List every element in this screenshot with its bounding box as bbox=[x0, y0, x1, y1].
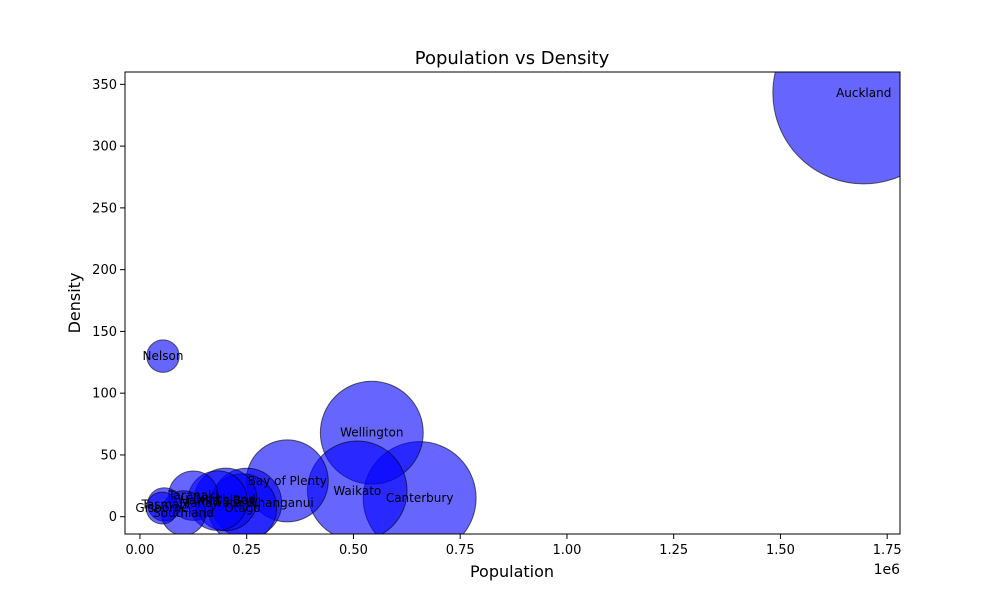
point-label: Canterbury bbox=[386, 491, 454, 505]
y-tick-label: 150 bbox=[92, 325, 117, 340]
x-tick-label: 0.50 bbox=[339, 543, 368, 558]
y-tick-label: 350 bbox=[92, 78, 117, 93]
point-label: Manawatu-Whanganui bbox=[180, 496, 314, 510]
x-tick-label: 1.75 bbox=[873, 543, 902, 558]
point-label: Bay of Plenty bbox=[248, 474, 327, 488]
chart-title: Population vs Density bbox=[415, 48, 610, 69]
y-axis-label: Density bbox=[65, 273, 84, 334]
point-label: Otago bbox=[224, 501, 260, 515]
point-label: Hawke's Bay bbox=[180, 494, 256, 508]
point-label: Wellington bbox=[340, 426, 403, 440]
point-label: Tasman bbox=[140, 497, 187, 511]
x-tick-label: 0.25 bbox=[232, 543, 261, 558]
bubble-layer bbox=[145, 72, 900, 534]
x-tick-label: 0.75 bbox=[446, 543, 475, 558]
point-label: Gisborne bbox=[135, 501, 189, 515]
y-tick-label: 200 bbox=[92, 263, 117, 278]
y-tick-label: 100 bbox=[92, 387, 117, 402]
point-label: Auckland bbox=[836, 86, 891, 100]
bubble-auckland bbox=[772, 72, 900, 185]
x-axis-offset-label: 1e6 bbox=[874, 562, 901, 578]
x-tick-label: 0.00 bbox=[125, 543, 154, 558]
x-tick-label: 1.50 bbox=[766, 543, 795, 558]
point-label: Northland bbox=[196, 492, 255, 506]
point-label: Southland bbox=[153, 506, 214, 520]
bubble-nelson bbox=[146, 339, 180, 373]
point-label: Waikato bbox=[333, 484, 381, 498]
y-axis: 0 50 100 150 200 250 300 350 bbox=[92, 78, 125, 525]
x-tick-label: 1.00 bbox=[552, 543, 581, 558]
y-tick-label: 250 bbox=[92, 201, 117, 216]
point-label: Taranaki bbox=[167, 489, 218, 503]
x-axis: 0.00 0.25 0.50 0.75 1.00 1.25 1.50 1.75 bbox=[125, 534, 902, 558]
point-label: Nelson bbox=[143, 349, 184, 363]
plot-frame bbox=[124, 71, 901, 535]
point-label-layer: Auckland Canterbury Wellington Waikato Bay o… bbox=[135, 86, 891, 520]
y-tick-label: 300 bbox=[92, 140, 117, 155]
bubble-gisborne bbox=[145, 491, 179, 525]
x-axis-label: Population bbox=[470, 562, 554, 581]
x-tick-label: 1.25 bbox=[659, 543, 688, 558]
y-tick-label: 0 bbox=[109, 510, 117, 525]
y-tick-label: 50 bbox=[100, 448, 117, 463]
